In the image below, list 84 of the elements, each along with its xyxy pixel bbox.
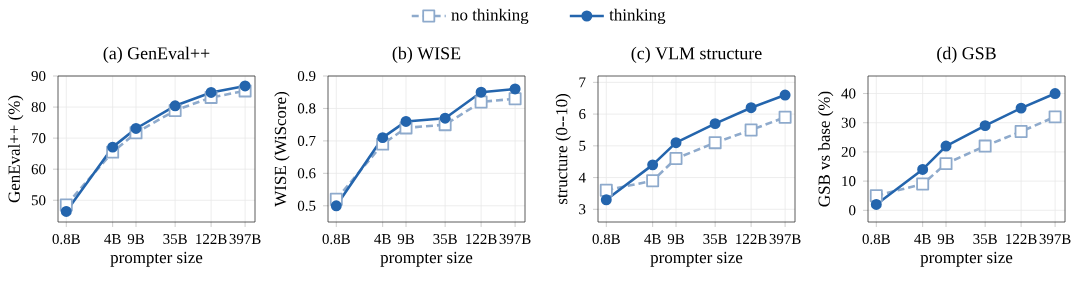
y-tick-label: 6	[579, 109, 586, 120]
x-axis-title: prompter size	[380, 251, 473, 267]
y-tick-label: 0.8	[297, 103, 316, 114]
y-tick-label: 4	[578, 172, 586, 183]
x-tick-label: 9B	[667, 234, 684, 245]
x-tick-label: 35B	[703, 234, 727, 245]
y-tick-label: 5	[579, 140, 586, 151]
x-tick-label: 4B	[374, 234, 391, 244]
point	[778, 110, 792, 124]
y-tick-label: 0.6	[297, 168, 316, 179]
point	[600, 194, 612, 206]
point	[1048, 110, 1062, 124]
y-tick-label: 50	[31, 195, 46, 206]
point	[869, 189, 883, 203]
x-tick-label: 0.8B	[52, 234, 80, 245]
point	[779, 89, 791, 101]
y-tick-label: 10	[842, 176, 856, 187]
point	[708, 136, 722, 150]
y-tick-label: 7	[579, 77, 586, 88]
point	[1049, 88, 1061, 99]
x-tick-label: 4B	[914, 234, 931, 244]
point	[509, 83, 521, 95]
point	[475, 86, 487, 98]
y-axis-title: structure (0--10)	[555, 94, 571, 205]
point	[205, 86, 217, 98]
x-tick-label: 122B	[196, 234, 227, 244]
point	[870, 199, 882, 210]
x-tick-label: 35B	[433, 234, 457, 245]
y-tick-label: 0.7	[297, 135, 316, 146]
point	[439, 112, 451, 124]
x-tick-label: 397B	[499, 234, 531, 245]
x-tick-label: 122B	[1006, 234, 1037, 244]
y-tick-label: 0.5	[297, 200, 316, 211]
point	[239, 80, 251, 92]
x-tick-label: 0.8B	[592, 234, 620, 245]
y-axis-title: WISE (WiScore)	[274, 91, 290, 207]
point	[474, 95, 488, 109]
point	[1015, 102, 1027, 114]
x-axis-title: prompter size	[920, 251, 1013, 267]
x-axis-title: prompter size	[110, 251, 203, 267]
y-tick-label: 90	[31, 70, 46, 82]
y-axis-title: GenEval++ (%)	[7, 95, 24, 203]
y-tick-label: 30	[841, 117, 856, 128]
x-axis-title: prompter size	[650, 251, 743, 267]
x-tick-label: 0.8B	[322, 234, 350, 245]
point	[508, 92, 522, 106]
point	[169, 100, 181, 112]
x-tick-label: 9B	[127, 234, 144, 245]
x-tick-label: 35B	[973, 234, 997, 245]
point	[978, 139, 992, 153]
point	[745, 102, 757, 114]
chart-title: (a) GenEval++	[103, 46, 210, 63]
x-tick-label: 122B	[736, 234, 767, 244]
y-tick-label: 80	[31, 102, 46, 113]
x-tick-label: 397B	[769, 234, 801, 245]
x-tick-label: 9B	[397, 234, 414, 245]
point	[979, 120, 991, 132]
y-tick-label: 0.9	[297, 70, 316, 82]
y-tick-label: 60	[31, 164, 46, 175]
point	[60, 205, 72, 217]
y-tick-label: 40	[841, 88, 856, 99]
chart-title: (d) GSB	[937, 46, 996, 63]
y-axis-title: GSB vs base (%)	[817, 91, 834, 207]
x-tick-label: 35B	[163, 234, 187, 245]
point	[330, 200, 342, 212]
legend-label: no thinking	[451, 8, 529, 25]
point	[709, 118, 721, 130]
x-tick-label: 0.8B	[862, 234, 890, 245]
x-tick-label: 9B	[937, 234, 954, 245]
y-tick-label: 70	[32, 133, 46, 144]
point	[744, 123, 758, 137]
x-tick-label: 397B	[229, 234, 261, 245]
y-tick-label: 20	[841, 146, 856, 157]
x-tick-label: 4B	[104, 234, 121, 244]
chart-title: (c) VLM structure	[631, 46, 762, 63]
chart-title: (b) WISE	[392, 46, 461, 63]
x-tick-label: 122B	[466, 234, 497, 244]
y-tick-label: 0	[849, 205, 856, 216]
y-tick-label: 3	[579, 204, 586, 215]
x-tick-label: 397B	[1039, 234, 1071, 245]
point	[599, 183, 613, 197]
legend-label: thinking	[609, 8, 666, 25]
x-tick-label: 4B	[644, 234, 661, 244]
point	[1014, 125, 1028, 138]
